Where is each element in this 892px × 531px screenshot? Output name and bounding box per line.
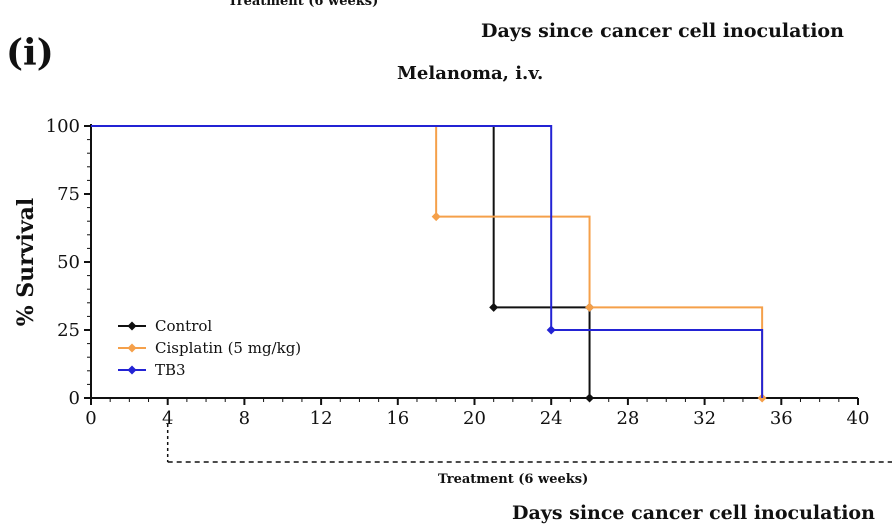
series-line-2: [91, 125, 764, 398]
legend-marker: [127, 343, 137, 353]
legend-label: TB3: [155, 361, 186, 379]
x-tick-label: 0: [85, 408, 96, 429]
top-x-axis-label: Days since cancer cell inoculation: [481, 20, 844, 42]
x-tick-label: 16: [386, 408, 409, 429]
x-tick-label: 8: [239, 408, 250, 429]
x-tick-label: 28: [616, 408, 639, 429]
axes: 0 25 50 75 100 0 4 8 12 16 20 24 28 32 36 40 % Survival: [13, 116, 892, 463]
series-point-3: [546, 325, 556, 335]
y-tick-label: 25: [57, 320, 80, 341]
y-tick-label: 0: [69, 388, 80, 409]
series-line-1: [91, 125, 591, 398]
series-point-2: [585, 302, 595, 312]
treatment-annotation: Treatment (6 weeks): [438, 472, 589, 487]
x-tick-label: 36: [770, 408, 793, 429]
series-layer: [91, 125, 767, 403]
x-axis-label: Days since cancer cell inoculation: [512, 502, 875, 524]
legend-marker: [127, 365, 137, 375]
top-treatment-label: Treatment (6 weeks): [228, 0, 379, 9]
series-line-3: [91, 125, 764, 398]
x-tick-label: 40: [847, 408, 870, 429]
series-point-1: [489, 302, 499, 312]
series-point-2: [431, 212, 441, 222]
x-tick-label: 12: [310, 408, 333, 429]
y-tick-label: 50: [57, 252, 80, 273]
legend: Control Cisplatin (5 mg/kg) TB3: [118, 317, 301, 379]
x-tick-label: 32: [693, 408, 716, 429]
x-tick-label: 24: [540, 408, 563, 429]
series-point-1: [585, 393, 595, 403]
y-tick-label: 75: [57, 184, 80, 205]
x-tick-label: 4: [162, 408, 173, 429]
chart-title: Melanoma, i.v.: [397, 63, 544, 84]
legend-label: Cisplatin (5 mg/kg): [155, 339, 301, 357]
y-axis-label: % Survival: [13, 198, 39, 327]
legend-marker: [127, 321, 137, 331]
x-tick-label: 20: [463, 408, 486, 429]
y-tick-label: 100: [46, 116, 80, 137]
legend-label: Control: [155, 317, 212, 335]
panel-label: (i): [6, 32, 54, 74]
